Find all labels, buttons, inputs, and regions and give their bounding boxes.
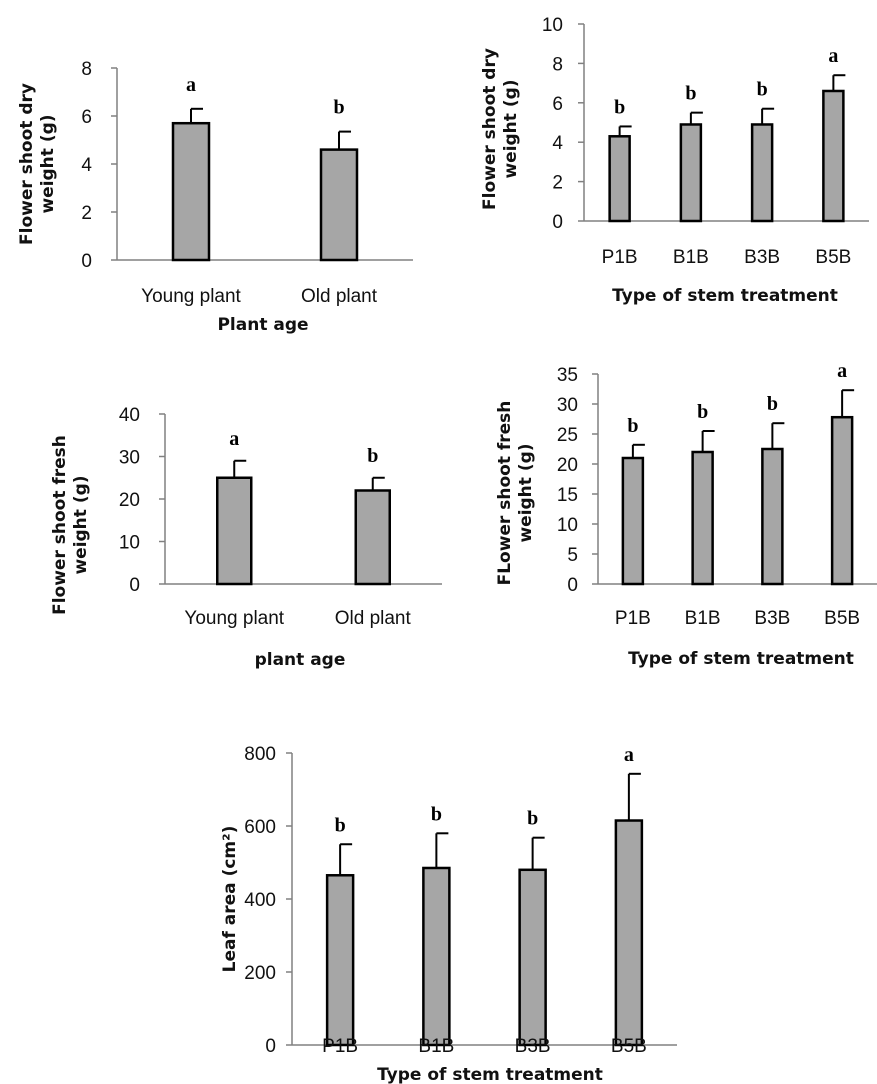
y-tick-label: 200 xyxy=(244,963,276,984)
category-label: P1B xyxy=(615,608,651,629)
y-tick-label: 35 xyxy=(557,365,578,386)
category-label: B1B xyxy=(673,247,709,268)
bar-1 xyxy=(216,476,253,586)
x-axis-title: Plant age xyxy=(217,315,308,335)
bar-2 xyxy=(354,489,391,586)
y-tick-label: 20 xyxy=(119,490,140,511)
category-label: P1B xyxy=(322,1036,358,1057)
y-tick-label: 0 xyxy=(81,251,92,272)
significance-letter: b xyxy=(335,814,346,836)
y-tick-label: 600 xyxy=(244,817,276,838)
significance-letter: b xyxy=(697,401,708,423)
bar-1 xyxy=(325,874,355,1047)
y-axis-title: weight (g) xyxy=(38,114,58,213)
y-tick-label: 4 xyxy=(81,155,92,176)
y-tick-label: 6 xyxy=(81,107,92,128)
y-tick-label: 10 xyxy=(119,533,140,554)
y-tick-label: 25 xyxy=(557,425,578,446)
significance-letter: b xyxy=(431,803,442,825)
y-tick-label: 0 xyxy=(129,575,140,596)
bar-1 xyxy=(171,121,211,262)
y-axis-title: Flower shoot fresh xyxy=(50,435,70,615)
category-label: B1B xyxy=(418,1036,454,1057)
y-tick-label: 10 xyxy=(542,15,563,36)
significance-letter: b xyxy=(367,445,378,467)
x-axis-title: Type of stem treatment xyxy=(612,286,838,306)
category-label: B3B xyxy=(754,608,790,629)
significance-letter: b xyxy=(614,96,625,118)
y-tick-label: 0 xyxy=(265,1036,276,1057)
significance-letter: b xyxy=(527,808,538,830)
y-tick-label: 15 xyxy=(557,485,578,506)
x-axis-title: plant age xyxy=(255,650,346,670)
significance-letter: a xyxy=(229,428,239,450)
significance-letter: b xyxy=(333,97,344,119)
bar-2 xyxy=(691,450,714,586)
y-axis-title: weight (g) xyxy=(501,79,521,178)
category-label: Old plant xyxy=(301,286,378,307)
bar-4 xyxy=(614,819,644,1047)
y-tick-label: 5 xyxy=(567,545,578,566)
y-axis-title: Flower shoot dry xyxy=(17,83,37,245)
bar-2 xyxy=(679,123,703,223)
category-label: B1B xyxy=(685,608,721,629)
significance-letter: a xyxy=(828,45,838,67)
bar-3 xyxy=(750,123,774,223)
y-tick-label: 6 xyxy=(552,94,563,115)
bar-4 xyxy=(822,89,845,223)
chart-3: 0 10 20 30 40 a Young plant b Old plant plant age… xyxy=(50,405,442,670)
y-tick-label: 8 xyxy=(81,59,92,80)
chart-5: 0 200 400 600 800 b P1B b B1B b B3B a B5B Type of ste… xyxy=(220,744,677,1084)
significance-letter: b xyxy=(767,393,778,415)
chart-2: 0 2 4 6 8 10 b P1B b B1B b B3B a B5B Type of stem trea… xyxy=(480,15,869,306)
y-tick-label: 20 xyxy=(557,455,578,476)
bar-4 xyxy=(830,415,854,586)
category-label: B3B xyxy=(515,1036,551,1057)
category-label: Old plant xyxy=(335,608,412,629)
category-label: Young plant xyxy=(141,286,241,307)
y-tick-label: 40 xyxy=(119,405,140,426)
y-tick-label: 30 xyxy=(119,448,140,469)
chart-4: 0 5 10 15 20 25 30 35 b P1B b B1B b B3B a B5B Type of st… xyxy=(495,360,877,669)
x-axis-title: Type of stem treatment xyxy=(377,1065,603,1084)
category-label: Young plant xyxy=(184,608,284,629)
y-tick-label: 400 xyxy=(244,890,276,911)
y-axis-title: weight (g) xyxy=(71,475,91,574)
significance-letter: a xyxy=(624,744,634,766)
category-label: P1B xyxy=(602,247,638,268)
significance-letter: b xyxy=(685,83,696,105)
y-axis-title: FLower shoot fresh xyxy=(495,401,515,586)
y-tick-label: 0 xyxy=(552,212,563,233)
category-label: B5B xyxy=(611,1036,647,1057)
category-label: B3B xyxy=(744,247,780,268)
bar-2 xyxy=(319,148,359,262)
y-tick-label: 10 xyxy=(557,515,578,536)
significance-letter: a xyxy=(837,360,847,382)
x-axis-title: Type of stem treatment xyxy=(628,649,854,669)
y-axis-title: Leaf area (cm²) xyxy=(220,826,240,973)
y-tick-label: 30 xyxy=(557,395,578,416)
y-tick-label: 2 xyxy=(81,203,92,224)
chart-1: 0 2 4 6 8 a Young plant b Old plant Plant age Flow… xyxy=(17,59,413,335)
y-tick-label: 8 xyxy=(552,54,563,75)
significance-letter: a xyxy=(186,74,196,96)
y-axis-title: Flower shoot dry xyxy=(480,48,500,210)
y-tick-label: 4 xyxy=(552,133,563,154)
bar-3 xyxy=(761,447,784,586)
significance-letter: b xyxy=(627,415,638,437)
y-axis-title: weight (g) xyxy=(516,443,536,542)
category-label: B5B xyxy=(815,247,851,268)
bar-1 xyxy=(621,456,645,586)
bar-1 xyxy=(608,135,631,223)
y-tick-label: 2 xyxy=(552,173,563,194)
bar-3 xyxy=(518,868,547,1047)
y-tick-label: 800 xyxy=(244,744,276,765)
bar-2 xyxy=(422,866,451,1047)
significance-letter: b xyxy=(757,79,768,101)
category-label: B5B xyxy=(824,608,860,629)
y-tick-label: 0 xyxy=(567,575,578,596)
